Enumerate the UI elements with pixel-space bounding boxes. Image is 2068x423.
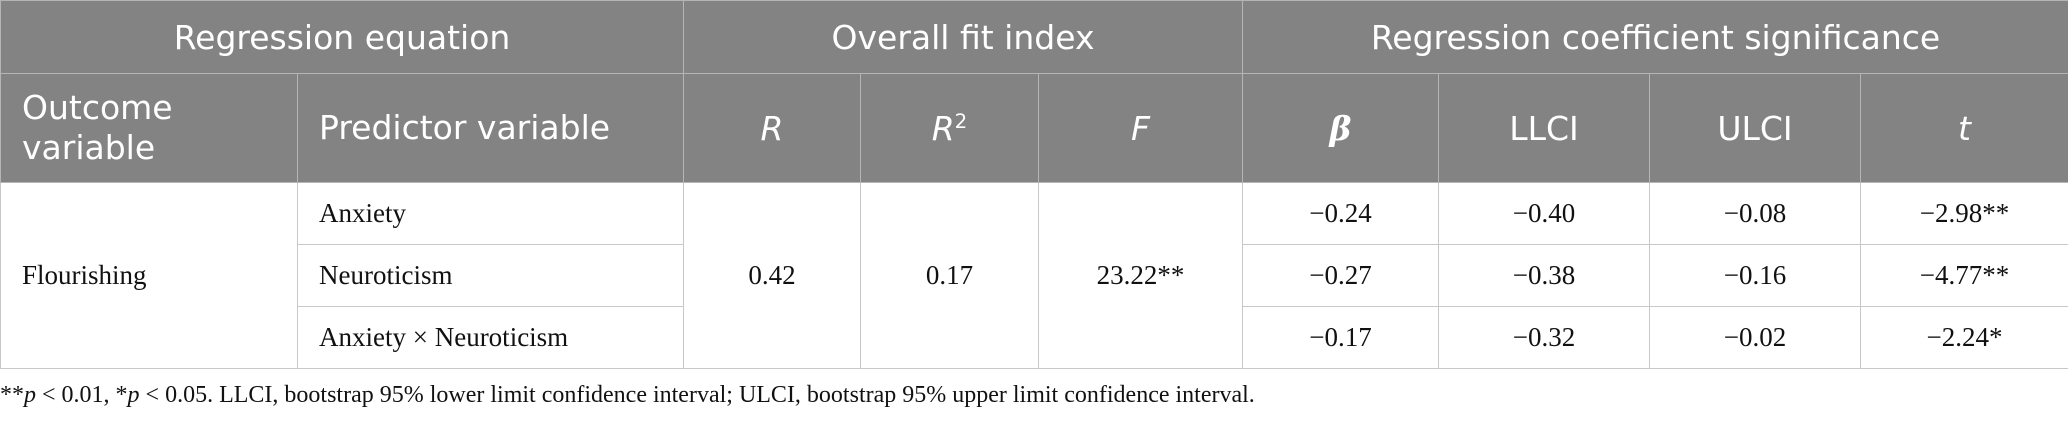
fit-cell: 23.22** bbox=[1037, 182, 1244, 369]
column-header-text: ULCI bbox=[1717, 108, 1793, 148]
coefficient-cell: −0.17 bbox=[1242, 306, 1440, 369]
body-row: Flourishing Anxiety 0.42 0.17 23.22** −0.24 −0… bbox=[0, 182, 2068, 369]
coefficient-cell: −0.32 bbox=[1438, 306, 1651, 369]
regression-table: Regression equation Overall fit index Regr… bbox=[0, 0, 2068, 369]
fit-cell: 0.17 bbox=[860, 182, 1039, 369]
coefficient-cell: −0.38 bbox=[1438, 244, 1651, 307]
footnote: **p < 0.01, *p < 0.05. LLCI, bootstrap 9… bbox=[0, 382, 1255, 409]
predictor-cell: Anxiety bbox=[297, 182, 684, 245]
column-header-text: Outcome variable bbox=[22, 88, 173, 167]
column-header: LLCI bbox=[1438, 73, 1651, 183]
predictor-cell: Neuroticism bbox=[297, 244, 684, 307]
table-header: Regression equation Overall fit index Regr… bbox=[0, 0, 2068, 183]
column-header-text: LLCI bbox=[1509, 108, 1579, 148]
column-header-text: β bbox=[1329, 108, 1352, 148]
header-group: Regression equation bbox=[0, 0, 684, 74]
coefficient-cell: −2.24* bbox=[1860, 306, 2068, 369]
footnote-segment: < 0.05. LLCI, bootstrap 95% lower limit … bbox=[139, 382, 1255, 408]
column-header: R bbox=[683, 73, 861, 183]
header-group: Overall fit index bbox=[682, 0, 1244, 74]
column-header-text: F bbox=[1131, 108, 1150, 148]
column-header: Predictor variable bbox=[297, 73, 684, 183]
predictor-cell: Anxiety × Neuroticism bbox=[297, 306, 684, 369]
body-row: Anxiety × Neuroticism −0.17 −0.32 −0.02 −2.2… bbox=[1, 306, 2068, 369]
column-header-text: Predictor variable bbox=[319, 108, 611, 147]
table-body: Flourishing Anxiety 0.42 0.17 23.22** −0.24 −0… bbox=[0, 182, 2068, 369]
coefficient-cell: −0.24 bbox=[1242, 182, 1440, 245]
coefficient-cell: −0.08 bbox=[1649, 182, 1862, 245]
outcome-cell: Flourishing bbox=[0, 182, 298, 369]
coefficient-cell: −2.98** bbox=[1860, 182, 2068, 245]
coefficient-cell: −0.16 bbox=[1649, 244, 1862, 307]
coefficient-cell: −0.02 bbox=[1649, 306, 1862, 369]
footnote-segment: < 0.01, * bbox=[36, 382, 128, 408]
column-header-text: t bbox=[1958, 108, 1971, 148]
coefficient-cell: −0.40 bbox=[1438, 182, 1651, 245]
column-header: Outcome variable bbox=[0, 73, 298, 183]
column-header-text: R bbox=[760, 108, 784, 148]
column-header: F bbox=[1037, 73, 1244, 183]
coefficient-cell: −4.77** bbox=[1860, 244, 2068, 307]
column-header-text: R bbox=[931, 108, 955, 148]
header-group-row: Regression equation Overall fit index Regr… bbox=[0, 0, 2068, 74]
column-header: β bbox=[1242, 73, 1440, 183]
column-header: R2 bbox=[860, 73, 1039, 183]
coefficient-cell: −0.27 bbox=[1242, 244, 1440, 307]
footnote-segment: p bbox=[24, 382, 36, 408]
column-header: t bbox=[1860, 73, 2068, 183]
header-group: Regression coefficient significance bbox=[1242, 0, 2068, 74]
column-header: ULCI bbox=[1649, 73, 1862, 183]
footnote-segment: ** bbox=[0, 382, 24, 408]
footnote-segment: p bbox=[127, 382, 140, 408]
fit-cell: 0.42 bbox=[683, 182, 861, 369]
column-header-superscript: 2 bbox=[954, 109, 968, 133]
